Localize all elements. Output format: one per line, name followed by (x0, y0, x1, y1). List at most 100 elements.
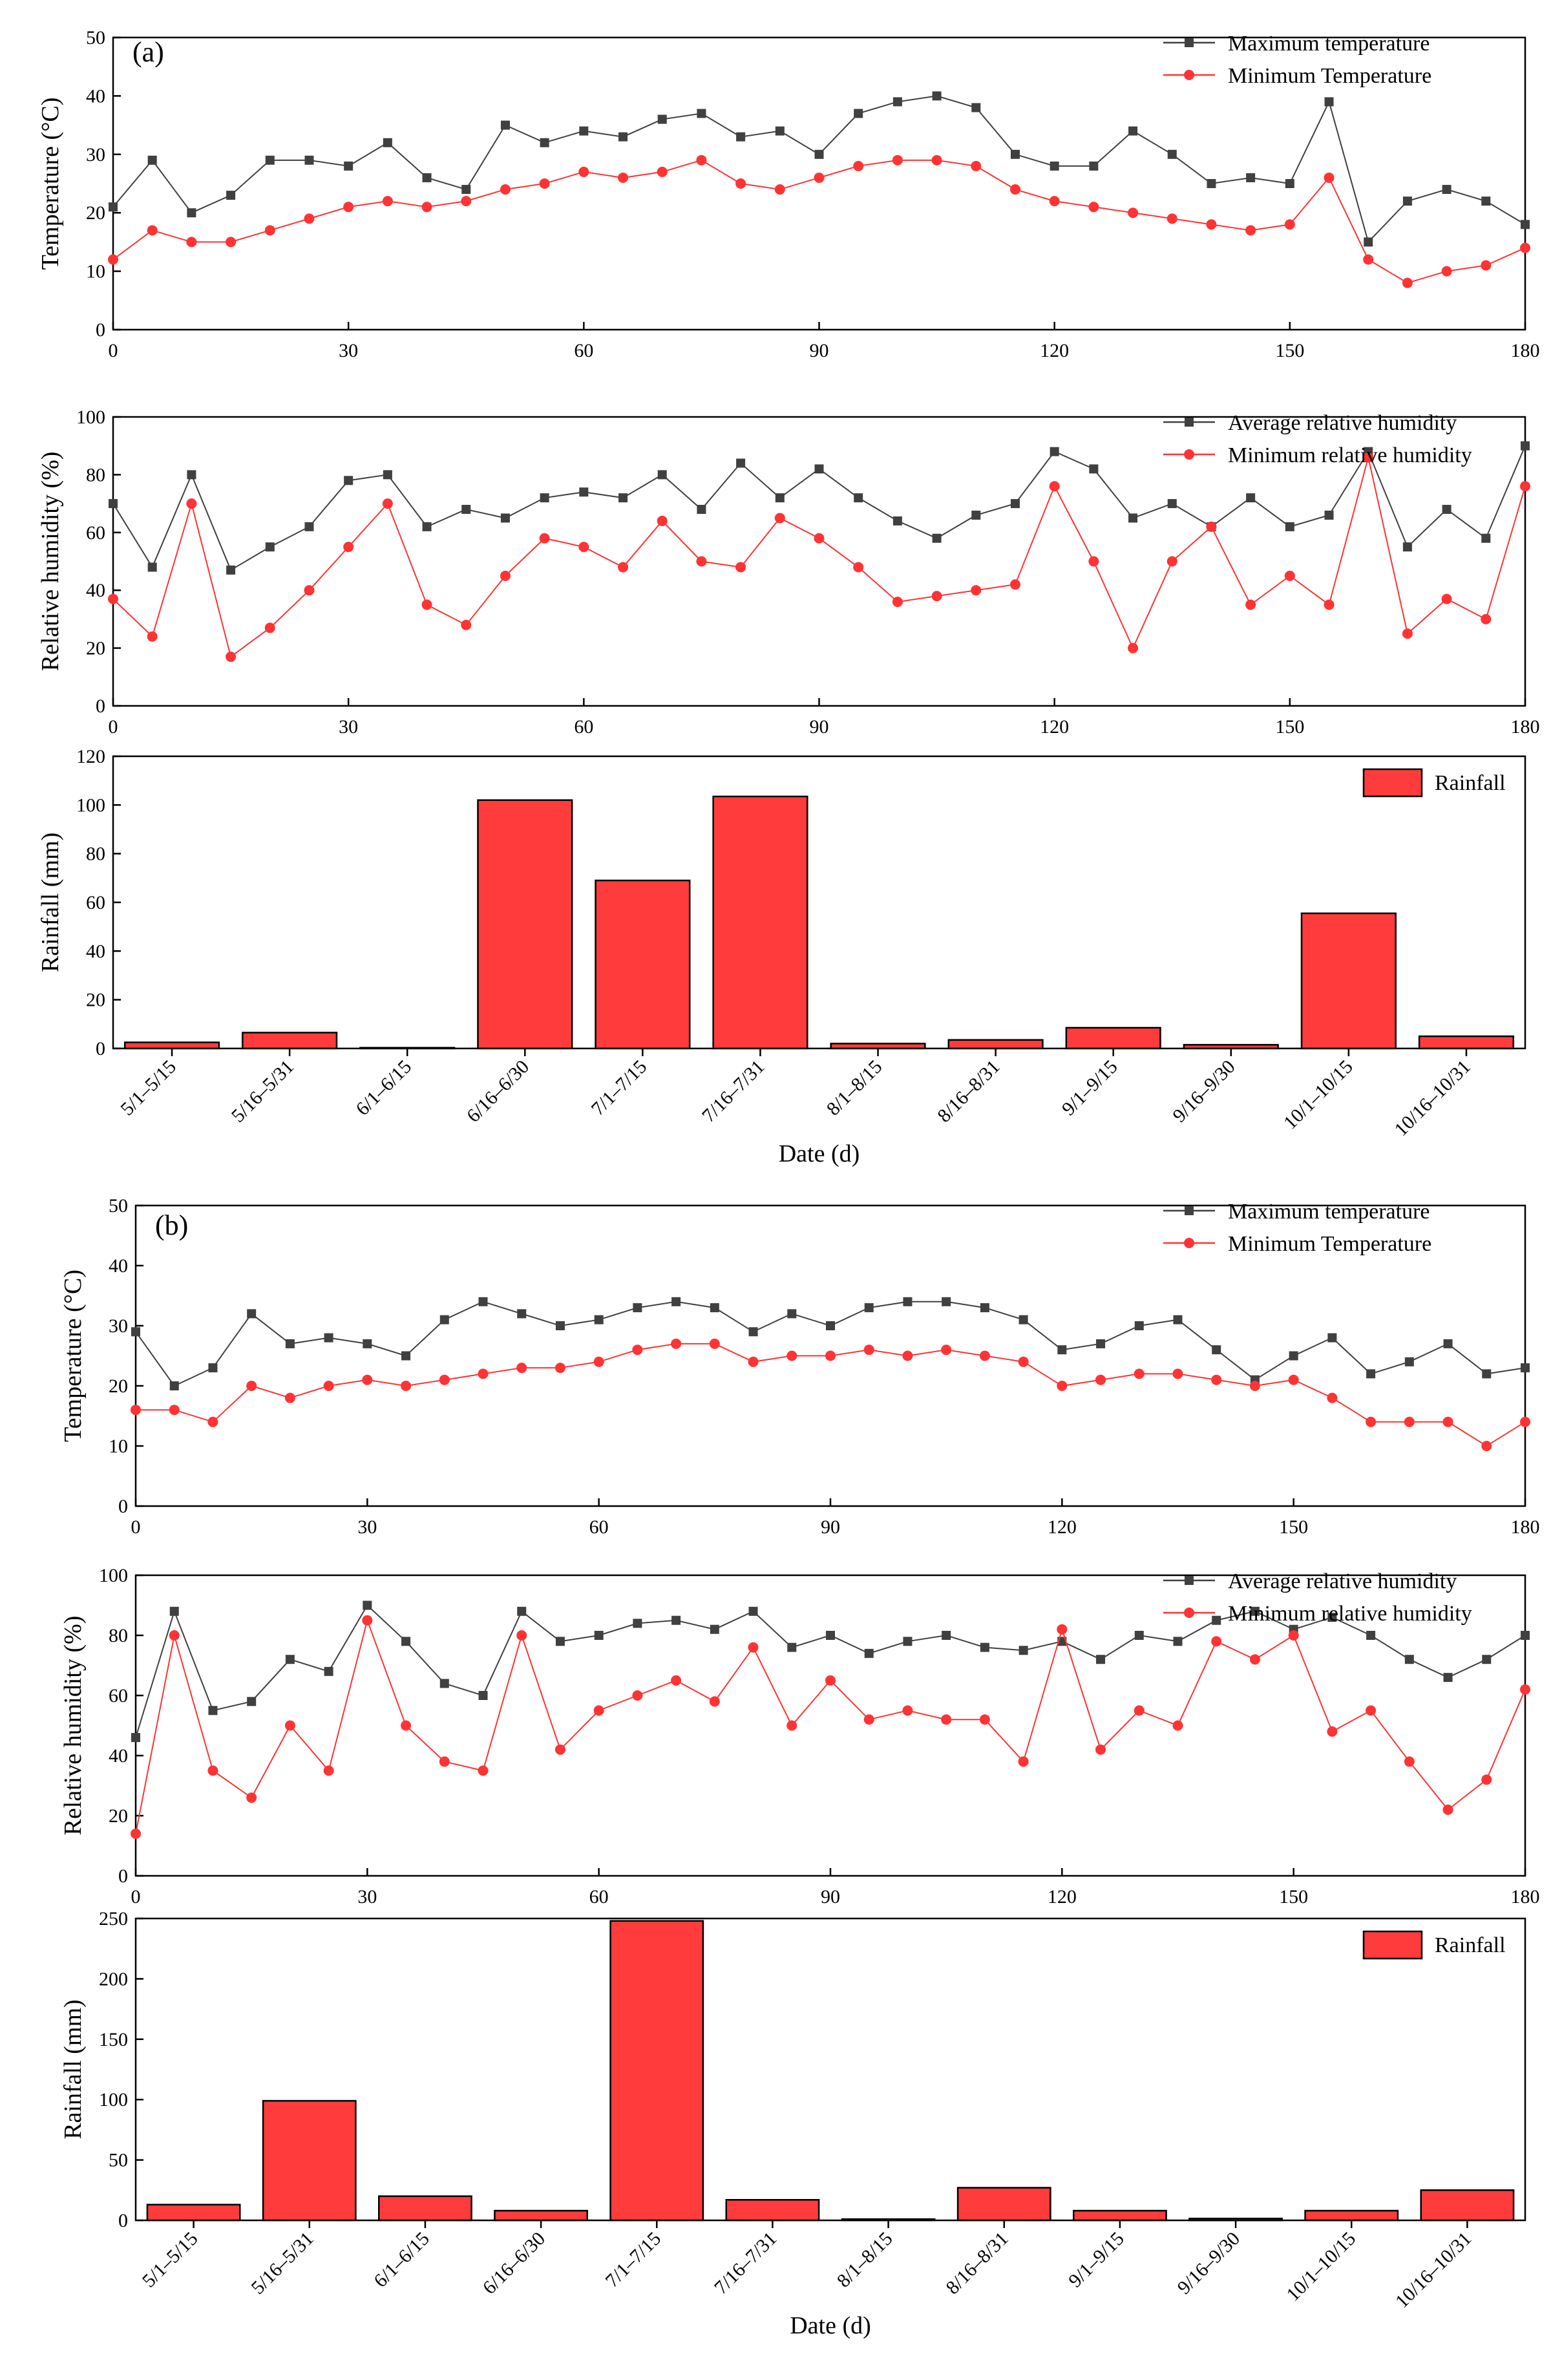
data-point-square (1096, 1655, 1106, 1664)
data-point-square (1134, 1321, 1144, 1330)
data-point-square (1173, 1637, 1183, 1646)
legend-swatch (1362, 768, 1423, 798)
data-point-square (1404, 1655, 1414, 1664)
x-category-label: 5/16–5/31 (247, 2228, 317, 2299)
data-point-square (1442, 505, 1451, 515)
data-point-square (942, 1631, 951, 1640)
data-point-square (579, 487, 589, 497)
data-point-circle (825, 1350, 836, 1361)
data-point-circle (593, 1705, 604, 1716)
x-category-label: 7/1–7/15 (601, 2228, 665, 2292)
x-tick-label: 60 (574, 340, 593, 361)
x-tick-label: 180 (1511, 1886, 1540, 1907)
data-point-circle (748, 1642, 759, 1653)
data-point-circle (735, 562, 746, 573)
data-point-circle (902, 1350, 913, 1361)
data-point-square (478, 1691, 488, 1700)
data-point-square (555, 1637, 565, 1646)
data-point-circle (1057, 1381, 1068, 1391)
data-point-square (633, 1303, 642, 1313)
chart-a_rain: 0 20 40 60 80 100 120 Rainfall (mm) 5/1–5/15 5/16… (37, 746, 1526, 1167)
data-point-square (439, 1679, 449, 1688)
data-point-square (500, 513, 510, 523)
legend-label: Average relative humidity (1228, 411, 1457, 435)
data-point-circle (1009, 579, 1020, 590)
data-point-square (633, 1619, 642, 1628)
data-point-square (1285, 522, 1294, 531)
data-point-square (461, 185, 471, 195)
data-point-circle (343, 202, 354, 213)
x-category-label: 9/16–9/30 (1174, 2228, 1244, 2299)
data-point-circle (147, 631, 158, 642)
x-tick-label: 30 (357, 1516, 377, 1538)
data-point-square (1366, 1369, 1376, 1379)
data-point-circle (1211, 1374, 1222, 1385)
data-point-square (1327, 1333, 1337, 1343)
data-point-square (1521, 441, 1530, 451)
data-point-circle (941, 1714, 952, 1725)
data-point-circle (931, 154, 942, 165)
data-point-circle (1206, 521, 1217, 532)
bar (830, 1043, 926, 1050)
data-point-circle (1206, 219, 1217, 230)
x-category-label: 9/1–9/15 (1058, 1056, 1122, 1120)
x-category-label: 10/16–10/31 (1391, 2228, 1476, 2313)
data-point-circle (853, 562, 864, 573)
data-point-square (932, 533, 942, 543)
data-point-circle (1363, 254, 1374, 265)
data-point-circle (401, 1720, 412, 1731)
chart-a_rh: 0 20 40 60 80 100 Relative humidity (%) 0 30 60 90… (37, 407, 1540, 738)
data-point-circle (1404, 1756, 1415, 1767)
data-point-circle (1088, 556, 1099, 567)
x-tick-label: 60 (589, 1516, 609, 1538)
data-point-circle (1095, 1374, 1106, 1385)
data-point-circle (1245, 599, 1256, 610)
data-point-circle (554, 1744, 565, 1755)
data-point-circle (1172, 1720, 1183, 1731)
data-point-square (1128, 126, 1138, 136)
bar (956, 2187, 1051, 2222)
data-point-square (903, 1637, 913, 1646)
data-point-square (1521, 1363, 1530, 1373)
x-category-label: 8/1–8/15 (833, 2228, 897, 2292)
data-point-circle (1288, 1374, 1299, 1385)
x-category-label: 5/16–5/31 (227, 1056, 298, 1127)
data-point-circle (304, 585, 315, 596)
data-point-circle (343, 542, 354, 553)
data-point-circle (500, 570, 511, 581)
data-point-square (710, 1624, 719, 1634)
data-point-square (1481, 533, 1491, 543)
bar (1300, 912, 1397, 1050)
data-point-square (1324, 510, 1334, 520)
data-point-square (697, 505, 706, 515)
data-point-square (131, 1327, 140, 1337)
data-point-circle (618, 172, 629, 183)
y-tick-label: 80 (86, 464, 105, 485)
data-point-square (1167, 499, 1177, 509)
data-point-circle (1249, 1654, 1260, 1665)
data-point-circle (941, 1344, 952, 1355)
data-point-circle (1441, 266, 1452, 277)
data-point-circle (931, 591, 942, 602)
data-point-circle (1009, 184, 1020, 195)
data-point-circle (1366, 1416, 1377, 1427)
bar (378, 2195, 472, 2222)
x-tick-label: 90 (821, 1516, 840, 1538)
data-point-circle (1327, 1726, 1338, 1737)
data-point-square (787, 1642, 797, 1652)
data-point-square (1089, 161, 1099, 171)
data-point-circle (863, 1714, 874, 1725)
data-point-circle (1211, 1636, 1222, 1647)
x-tick-label: 120 (1048, 1886, 1077, 1907)
y-axis-title: Relative humidity (%) (59, 1616, 87, 1836)
chart-b_rh: 0 20 40 60 80 100 Relative humidity (%) 0 30 60 90… (59, 1565, 1540, 1907)
legend-label: Maximum temperature (1228, 1200, 1430, 1224)
y-tick-label: 100 (76, 407, 105, 428)
legend-label: Minimum relative humidity (1228, 443, 1472, 467)
data-point-square (1366, 1631, 1376, 1640)
x-category-label: 6/16–6/30 (479, 2228, 549, 2299)
data-point-circle (1288, 1630, 1299, 1641)
legend-marker-square (1185, 418, 1194, 427)
y-tick-label: 0 (96, 1038, 105, 1059)
